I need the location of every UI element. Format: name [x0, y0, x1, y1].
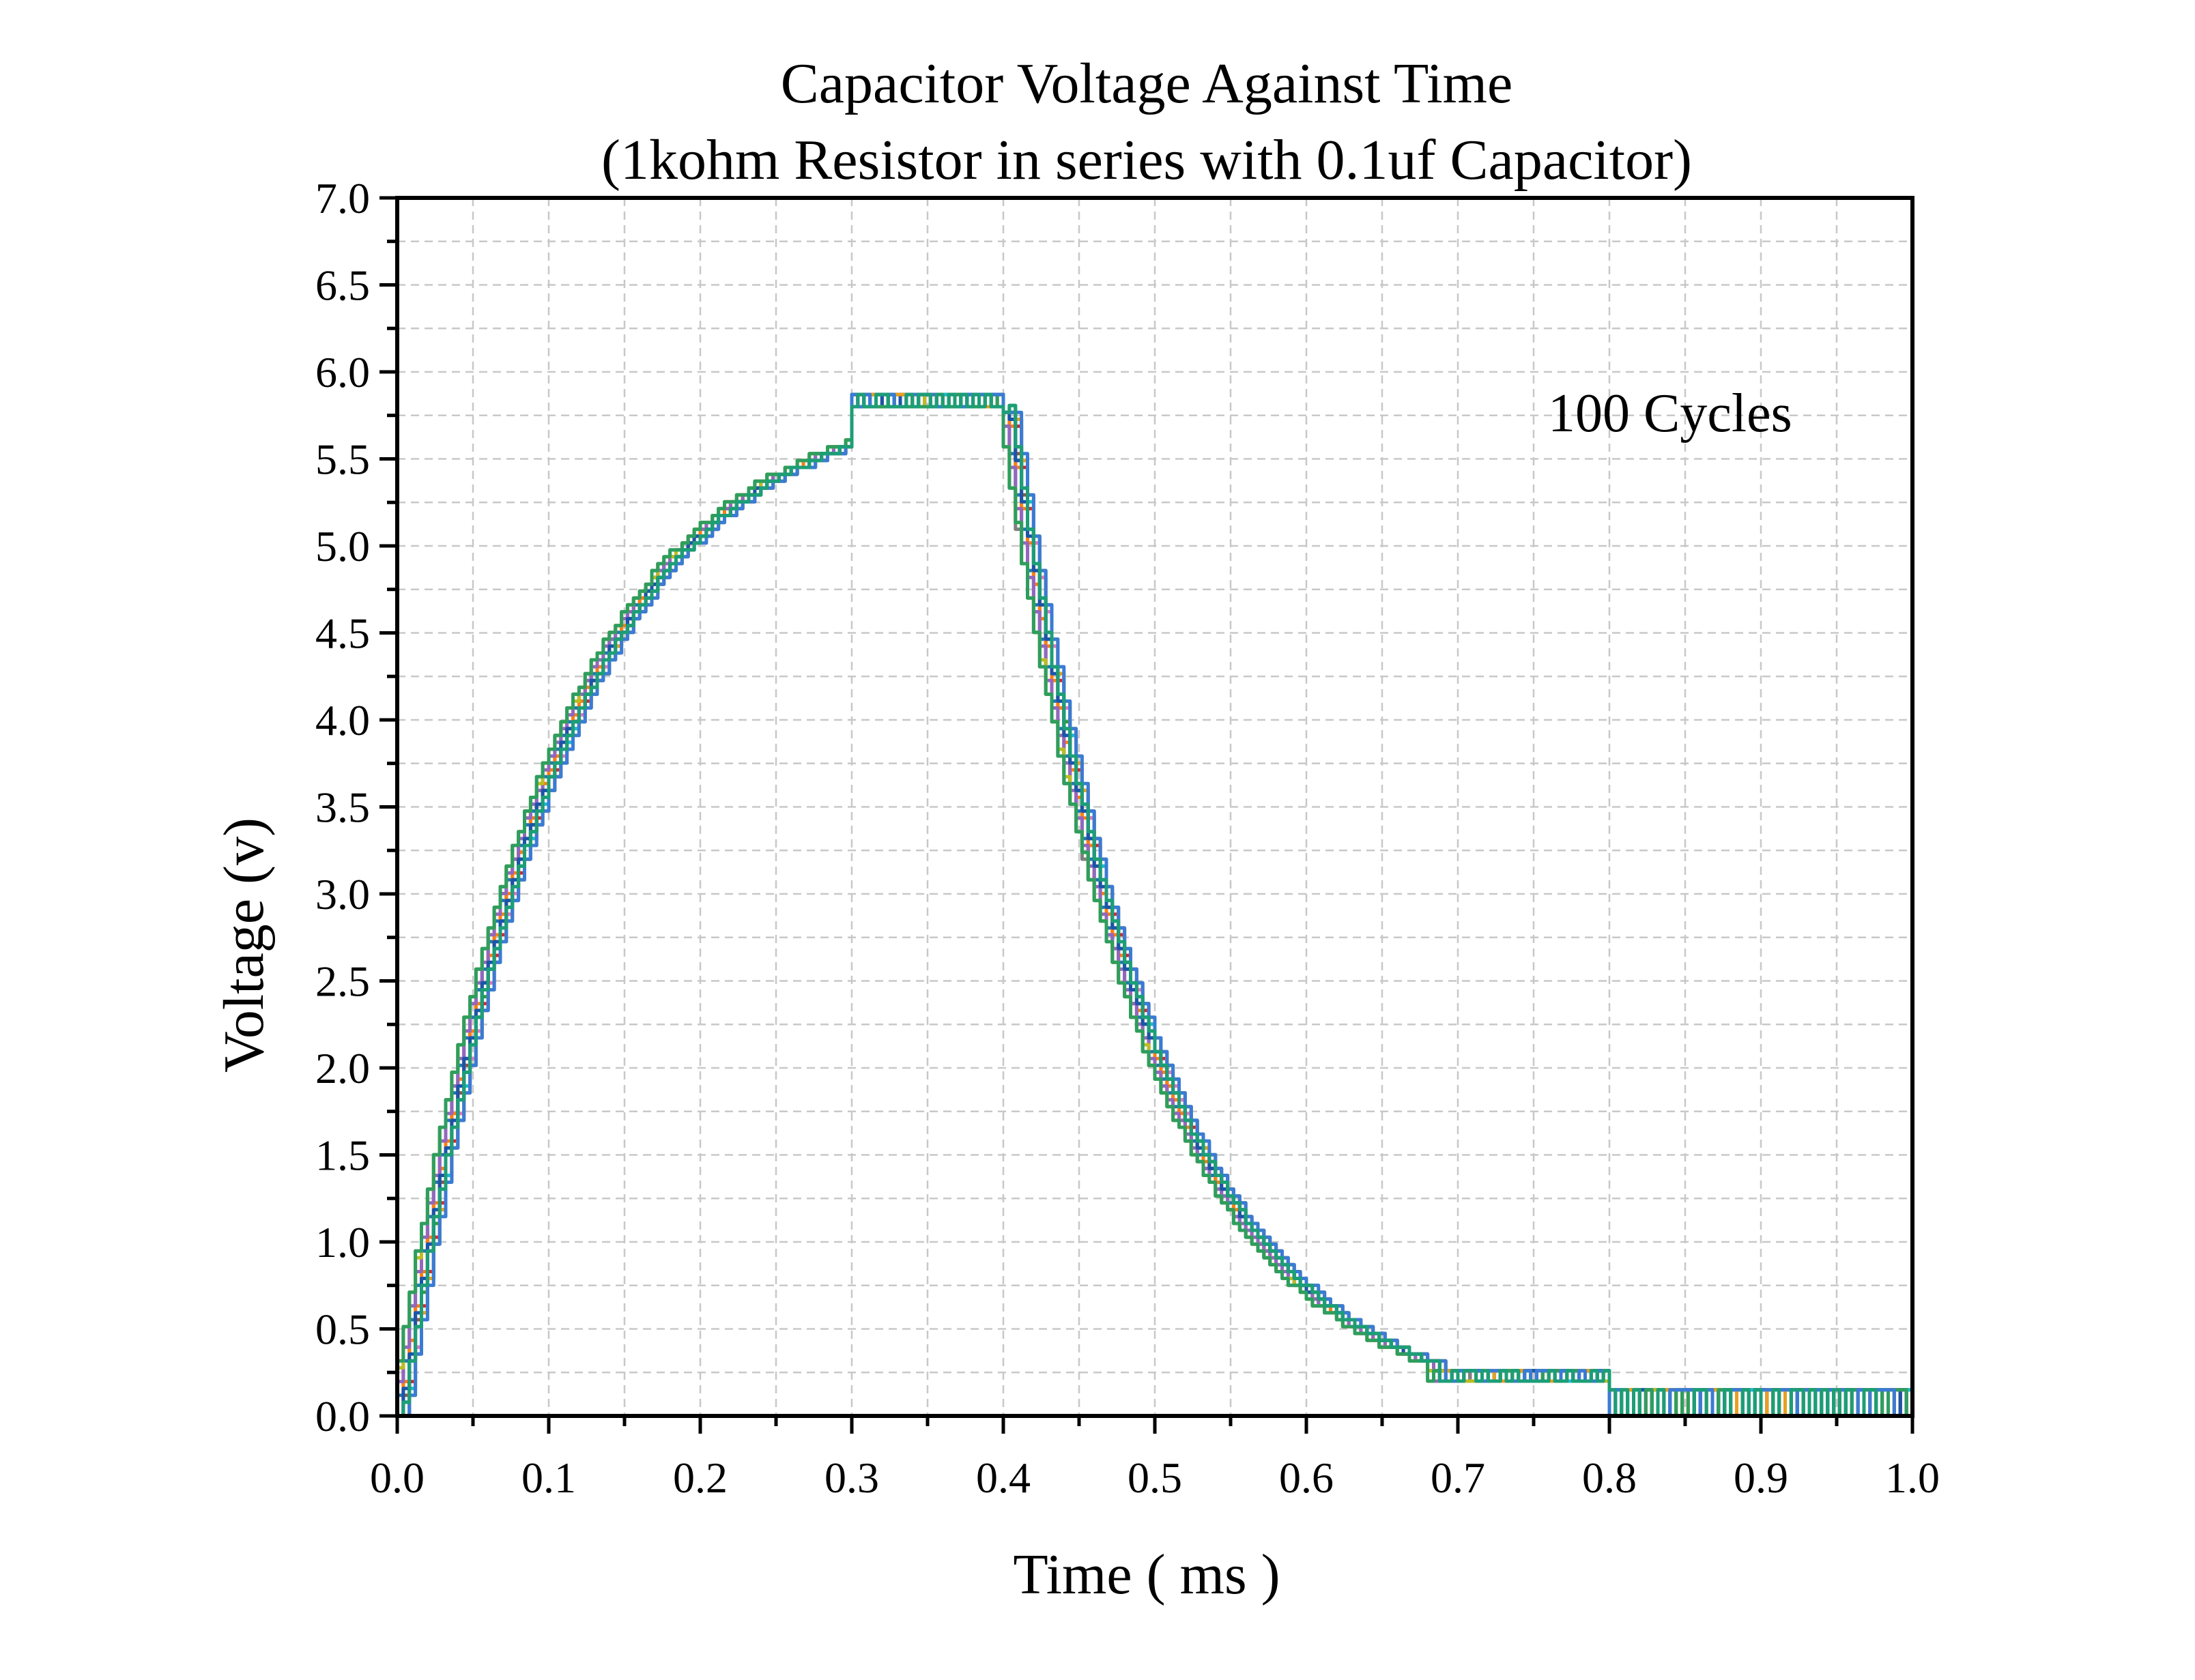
x-tick-label: 0.4 — [976, 1453, 1031, 1502]
y-tick-label: 2.5 — [315, 957, 370, 1006]
y-tick-label: 1.5 — [315, 1131, 370, 1180]
x-tick-label: 0.3 — [824, 1453, 879, 1502]
x-tick-label: 0.1 — [521, 1453, 576, 1502]
x-tick-label: 0.0 — [370, 1453, 425, 1502]
y-tick-label: 3.5 — [315, 783, 370, 832]
series-line — [397, 392, 1912, 1418]
y-tick-label: 5.0 — [315, 522, 370, 570]
y-tick-label: 3.0 — [315, 870, 370, 918]
x-tick-label: 0.9 — [1734, 1453, 1788, 1502]
chart-title-line-2: (1kohm Resistor in series with 0.1uf Cap… — [601, 128, 1692, 192]
y-tick-label: 4.0 — [315, 696, 370, 744]
tick-layer — [379, 196, 1914, 1434]
y-tick-label: 7.0 — [315, 174, 370, 222]
x-tick-label: 0.8 — [1582, 1453, 1637, 1502]
annotation-cycles: 100 Cycles — [1548, 383, 1792, 444]
grid-layer — [397, 198, 1912, 1416]
x-axis-label: Time ( ms ) — [1013, 1543, 1280, 1606]
y-tick-label: 6.0 — [315, 348, 370, 396]
y-tick-label: 0.5 — [315, 1305, 370, 1354]
x-tick-label: 0.5 — [1128, 1453, 1182, 1502]
y-tick-label: 4.5 — [315, 609, 370, 658]
label-layer: 0.0 0.1 0.2 0.3 0.4 0.5 0.6 0.7 0.8 0.9 1.0 0.0 0.5 1… — [315, 174, 1940, 1502]
x-tick-label: 0.2 — [673, 1453, 728, 1502]
y-tick-label: 0.0 — [315, 1392, 370, 1440]
y-tick-label: 5.5 — [315, 435, 370, 484]
y-tick-label: 1.0 — [315, 1218, 370, 1266]
y-axis-label: Voltage (v) — [212, 817, 276, 1073]
y-tick-label: 2.0 — [315, 1044, 370, 1092]
x-tick-label: 0.7 — [1431, 1453, 1485, 1502]
x-tick-label: 1.0 — [1885, 1453, 1940, 1502]
y-tick-label: 6.5 — [315, 261, 370, 310]
x-tick-label: 0.6 — [1279, 1453, 1334, 1502]
chart-title-line-1: Capacitor Voltage Against Time — [781, 52, 1513, 115]
